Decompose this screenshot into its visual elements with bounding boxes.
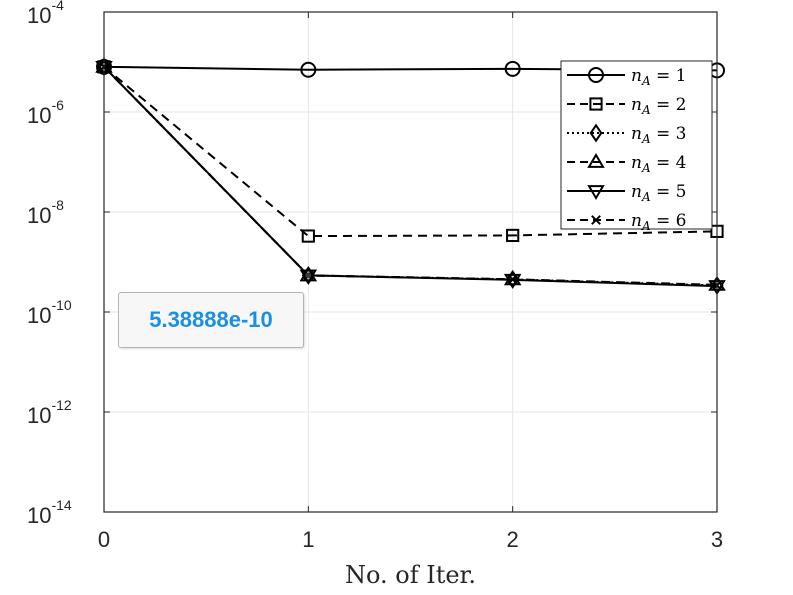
data-point [301,229,315,243]
x-tick-label: 0 [98,527,110,552]
data-point [503,270,522,286]
legend-marker [591,215,601,225]
legend-marker [587,185,605,200]
x-tick-label: 2 [507,527,519,552]
datatip-value: 5.38888e-10 [149,307,273,332]
legend-marker [589,123,603,143]
legend-label: nA = 5 [631,182,687,204]
series-line [103,66,718,287]
legend-box [560,60,713,230]
legend: nA = 1 nA = 2 nA = 3 nA = 4 nA = 5 nA = 6 [560,60,713,233]
y-tick-label: 10-12 [27,397,72,428]
y-tick-label: 10-6 [27,97,64,128]
legend-label: nA = 6 [631,211,687,233]
data-point [300,61,317,78]
datatip-anchor [305,272,312,279]
data-point [299,266,318,282]
legend-label: nA = 3 [631,124,687,146]
y-tick-label: 10-10 [27,297,72,328]
legend-entry: nA = 5 [567,182,687,204]
legend-entry: nA = 1 [567,66,687,88]
x-tick-label: 1 [302,527,314,552]
data-point [506,228,520,243]
legend-entry: nA = 6 [567,211,687,233]
legend-entry: nA = 4 [567,153,687,175]
legend-marker [588,67,604,83]
y-tick-label: 10-14 [27,497,72,528]
y-tick-label: 10-8 [27,197,64,228]
legend-label: nA = 4 [631,153,687,175]
legend-marker [587,153,605,168]
legend-marker [589,97,603,111]
datatip[interactable]: 5.38888e-10 [118,292,304,348]
data-point [504,60,521,77]
axes-box [103,11,718,513]
y-tick-label: 10-4 [27,0,64,28]
x-axis-label: No. of Iter. [345,561,476,589]
series-line [103,66,718,238]
legend-label: nA = 1 [631,66,687,88]
data-point [507,274,518,285]
data-point [299,269,318,285]
x-tick-label: 3 [711,527,723,552]
legend-entry: nA = 2 [567,95,687,117]
data-point [503,273,522,289]
legend-entry: nA = 3 [567,123,687,146]
legend-label: nA = 2 [631,95,687,117]
